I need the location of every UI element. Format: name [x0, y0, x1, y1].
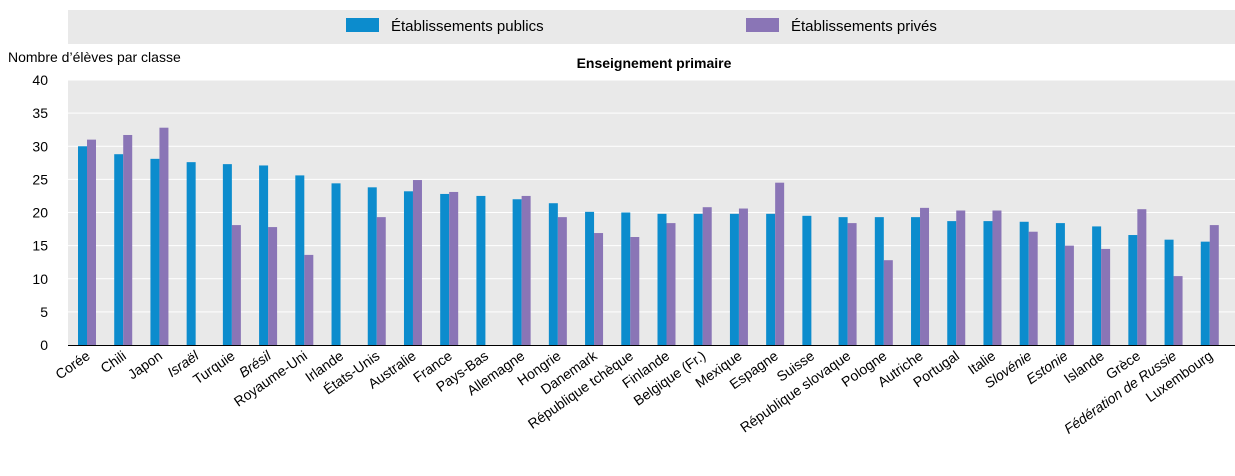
bar-public-12 [512, 199, 522, 345]
legend-label-public: Établissements publics [391, 18, 544, 35]
y-axis-label: Nombre d’élèves par classe [8, 49, 181, 65]
x-category-label: Turquie [190, 347, 238, 387]
bar-private-23 [920, 207, 930, 345]
bar-public-27 [1055, 223, 1065, 345]
bar-public-11 [476, 195, 486, 345]
bar-private-14 [594, 233, 604, 345]
bar-public-8 [367, 187, 377, 345]
bar-private-4 [231, 225, 241, 345]
bar-public-23 [911, 217, 921, 345]
x-category-label: Estonie [1023, 347, 1071, 387]
bar-private-31 [1209, 225, 1219, 345]
y-tick-label: 15 [32, 238, 48, 254]
y-tick-label: 20 [32, 205, 48, 221]
y-tick-label: 40 [32, 72, 48, 88]
bar-private-30 [1173, 276, 1183, 345]
bar-private-24 [956, 210, 966, 345]
bar-public-24 [947, 221, 957, 345]
chart-title: Enseignement primaire [577, 55, 732, 71]
legend-label-private: Établissements privés [791, 18, 937, 35]
legend-band [68, 10, 1235, 44]
bar-public-16 [657, 213, 667, 345]
bar-public-19 [766, 213, 776, 345]
bar-private-18 [738, 208, 748, 345]
bar-private-13 [557, 217, 567, 345]
bar-private-28 [1101, 248, 1111, 345]
bar-private-9 [412, 180, 422, 345]
bar-public-10 [440, 193, 450, 345]
x-category-label: Islande [1061, 347, 1107, 386]
x-category-label: Japon [125, 347, 165, 382]
bar-private-5 [268, 227, 278, 345]
y-tick-label: 25 [32, 171, 48, 187]
bar-public-0 [78, 146, 87, 345]
bar-private-22 [883, 260, 893, 345]
bar-public-6 [295, 175, 305, 345]
bar-public-30 [1164, 239, 1174, 345]
bar-private-19 [775, 182, 785, 345]
bar-public-5 [259, 165, 269, 345]
bar-private-29 [1137, 209, 1147, 345]
bar-public-15 [621, 212, 631, 345]
bar-private-6 [304, 254, 314, 345]
bar-public-18 [729, 213, 739, 345]
x-category-labels: Corée ChiliJaponIsraëlTurquieBrésilRoyaum… [52, 347, 1215, 437]
x-category-label: Chili [97, 347, 128, 376]
bar-public-26 [1019, 221, 1029, 345]
bars [78, 127, 1219, 345]
bar-public-21 [838, 217, 848, 345]
x-category-label: Corée [52, 347, 93, 382]
bar-private-1 [123, 134, 133, 345]
bar-private-26 [1028, 231, 1038, 345]
bar-public-7 [331, 183, 341, 345]
bar-public-20 [802, 215, 812, 345]
y-tick-label: 0 [40, 337, 48, 353]
bar-public-3 [186, 162, 196, 345]
bar-private-2 [159, 127, 169, 345]
bar-public-22 [874, 217, 884, 345]
legend-swatch-public [346, 18, 379, 32]
bar-private-21 [847, 223, 857, 345]
bar-public-1 [114, 154, 124, 345]
bar-public-25 [983, 221, 993, 345]
bar-private-12 [521, 195, 531, 345]
bar-public-17 [693, 213, 703, 345]
bar-private-16 [666, 223, 676, 345]
bar-private-15 [630, 237, 640, 345]
bar-public-14 [585, 211, 595, 345]
bar-private-27 [1064, 245, 1074, 345]
y-tick-label: 10 [32, 271, 48, 287]
bar-public-13 [548, 203, 558, 345]
bar-public-4 [222, 164, 232, 345]
bar-public-28 [1092, 226, 1102, 345]
bar-public-9 [403, 191, 413, 345]
bar-private-8 [376, 217, 386, 345]
bar-private-10 [449, 191, 459, 345]
bar-public-2 [150, 158, 160, 345]
bar-private-17 [702, 207, 712, 345]
y-tick-label: 30 [32, 138, 48, 154]
bar-public-31 [1200, 241, 1210, 345]
bar-public-29 [1128, 235, 1138, 345]
y-tick-label: 35 [32, 105, 48, 121]
bar-private-0 [87, 139, 96, 345]
bar-private-25 [992, 210, 1002, 345]
legend-swatch-private [746, 18, 779, 32]
y-tick-label: 5 [40, 304, 48, 320]
y-tick-labels: 0 5 10 15 20 25 30 35 40 [32, 72, 48, 353]
